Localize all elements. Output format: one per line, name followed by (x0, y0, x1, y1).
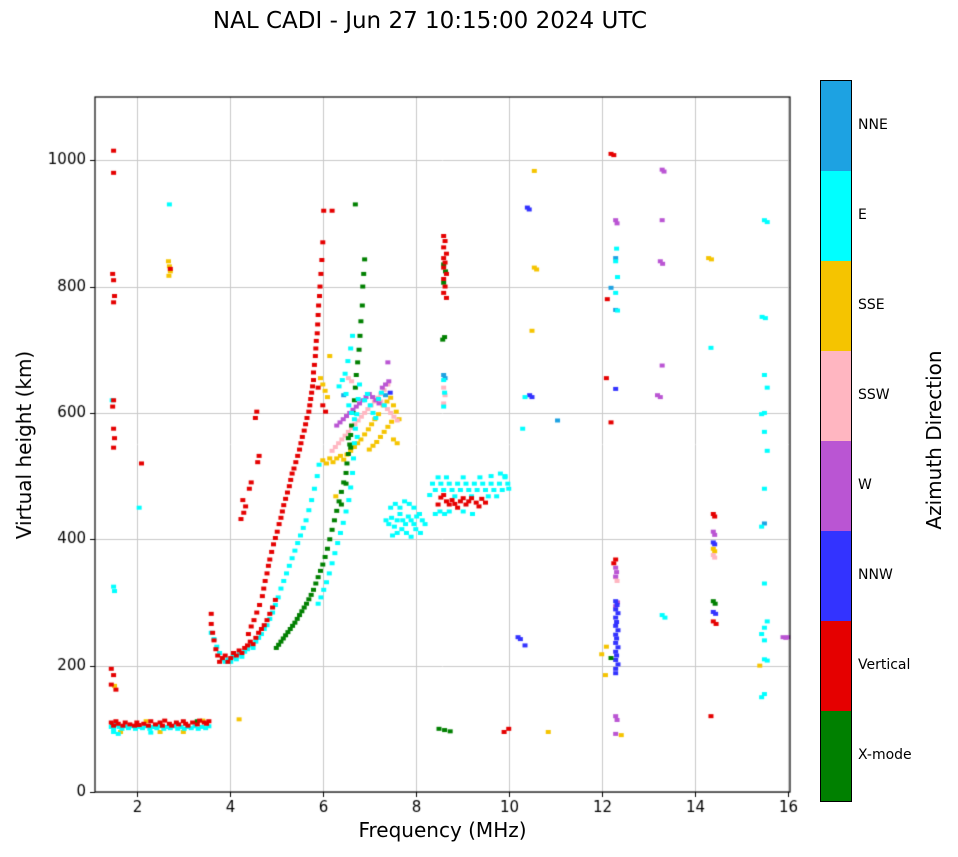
colorbar-segment-nnw (821, 531, 851, 621)
colorbar-segment-nne (821, 81, 851, 171)
colorbar-segment-e (821, 171, 851, 261)
colorbar-segment-sse (821, 261, 851, 351)
colorbar-segment-w (821, 441, 851, 531)
colorbar-segment-ssw (821, 351, 851, 441)
colorbar-label-nne: NNE (858, 117, 888, 133)
colorbar-label-w: W (858, 477, 872, 493)
colorbar-segment-vertical (821, 621, 851, 711)
colorbar-label-e: E (858, 207, 867, 223)
colorbar-label-x-mode: X-mode (858, 747, 912, 763)
colorbar-label-nnw: NNW (858, 567, 893, 583)
chart-title: NAL CADI - Jun 27 10:15:00 2024 UTC (212, 8, 648, 34)
colorbar-segment-x-mode (821, 711, 851, 801)
colorbar-axis-label: Azimuth Direction (922, 350, 946, 530)
colorbar (820, 80, 852, 802)
y-axis-label: Virtual height (km) (12, 350, 36, 540)
colorbar-label-sse: SSE (858, 297, 885, 313)
x-axis-label: Frequency (MHz) (358, 818, 527, 842)
colorbar-label-vertical: Vertical (858, 657, 911, 673)
colorbar-label-ssw: SSW (858, 387, 890, 403)
